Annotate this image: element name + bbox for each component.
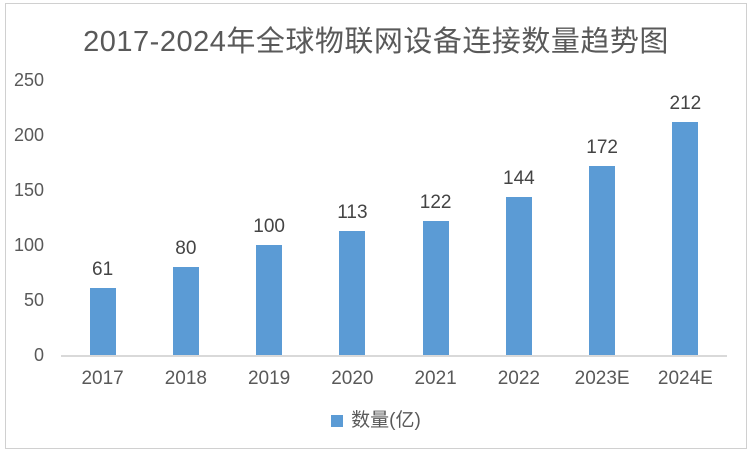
x-axis-labels: 2017 2018 2019 2020 2021 2022 2023E 2024E bbox=[61, 364, 727, 388]
x-axis-tick-label: 2018 bbox=[164, 368, 208, 389]
y-axis-tick-label: 200 bbox=[13, 125, 44, 145]
y-axis-tick-label: 100 bbox=[13, 235, 44, 255]
legend-label: 数量(亿) bbox=[351, 410, 421, 431]
bar-cell: 61 bbox=[61, 80, 144, 355]
bar-2022 bbox=[505, 196, 532, 355]
x-axis-tick-label: 2020 bbox=[331, 368, 374, 389]
bar-cell: 144 bbox=[477, 80, 560, 355]
bar-cell: 113 bbox=[311, 80, 394, 355]
bar-value-label: 100 bbox=[253, 216, 285, 237]
bar-cell: 122 bbox=[394, 80, 477, 355]
y-axis-tick-label: 0 bbox=[33, 345, 44, 365]
bar-cell: 172 bbox=[561, 80, 644, 355]
bar-2020 bbox=[339, 230, 366, 355]
bar-value-label: 212 bbox=[669, 92, 702, 114]
x-axis-tick-label: 2017 bbox=[81, 368, 124, 389]
bar-2024E bbox=[672, 121, 699, 355]
bar-value-label: 80 bbox=[175, 238, 197, 259]
y-axis-tick-label: 50 bbox=[23, 290, 44, 310]
bar-2021 bbox=[422, 220, 449, 355]
bar-2017 bbox=[89, 287, 116, 355]
bar-cell: 212 bbox=[644, 80, 727, 355]
y-axis-tick-label: 150 bbox=[13, 180, 44, 200]
x-axis-tick-label: 2019 bbox=[247, 368, 291, 389]
y-axis-tick-label: 250 bbox=[13, 70, 44, 90]
bar-2023E bbox=[589, 165, 616, 355]
legend-swatch bbox=[331, 414, 344, 427]
y-axis: 0 50 100 150 200 250 bbox=[0, 71, 44, 364]
bar-value-label: 61 bbox=[92, 258, 114, 280]
bar-cell: 80 bbox=[144, 80, 227, 355]
plot-area: 61 80 100 113 122 144 172 212 bbox=[61, 80, 727, 357]
x-axis-tick-label: 2022 bbox=[497, 368, 541, 389]
x-axis-tick-label: 2024E bbox=[657, 368, 713, 389]
bar-2018 bbox=[172, 267, 199, 355]
bar-value-label: 172 bbox=[586, 136, 618, 158]
bar-value-label: 122 bbox=[419, 191, 452, 213]
x-axis-tick-label: 2021 bbox=[414, 368, 457, 389]
bar-value-label: 144 bbox=[503, 167, 535, 189]
legend: 数量(亿) bbox=[0, 411, 752, 430]
bar-value-label: 113 bbox=[337, 201, 368, 223]
chart-title: 2017-2024年全球物联网设备连接数量趋势图 bbox=[83, 26, 669, 58]
x-axis-tick-label: 2023E bbox=[574, 368, 630, 389]
bars: 61 80 100 113 122 144 172 212 bbox=[61, 80, 727, 355]
bar-cell: 100 bbox=[228, 80, 311, 355]
bar-2019 bbox=[256, 245, 283, 355]
